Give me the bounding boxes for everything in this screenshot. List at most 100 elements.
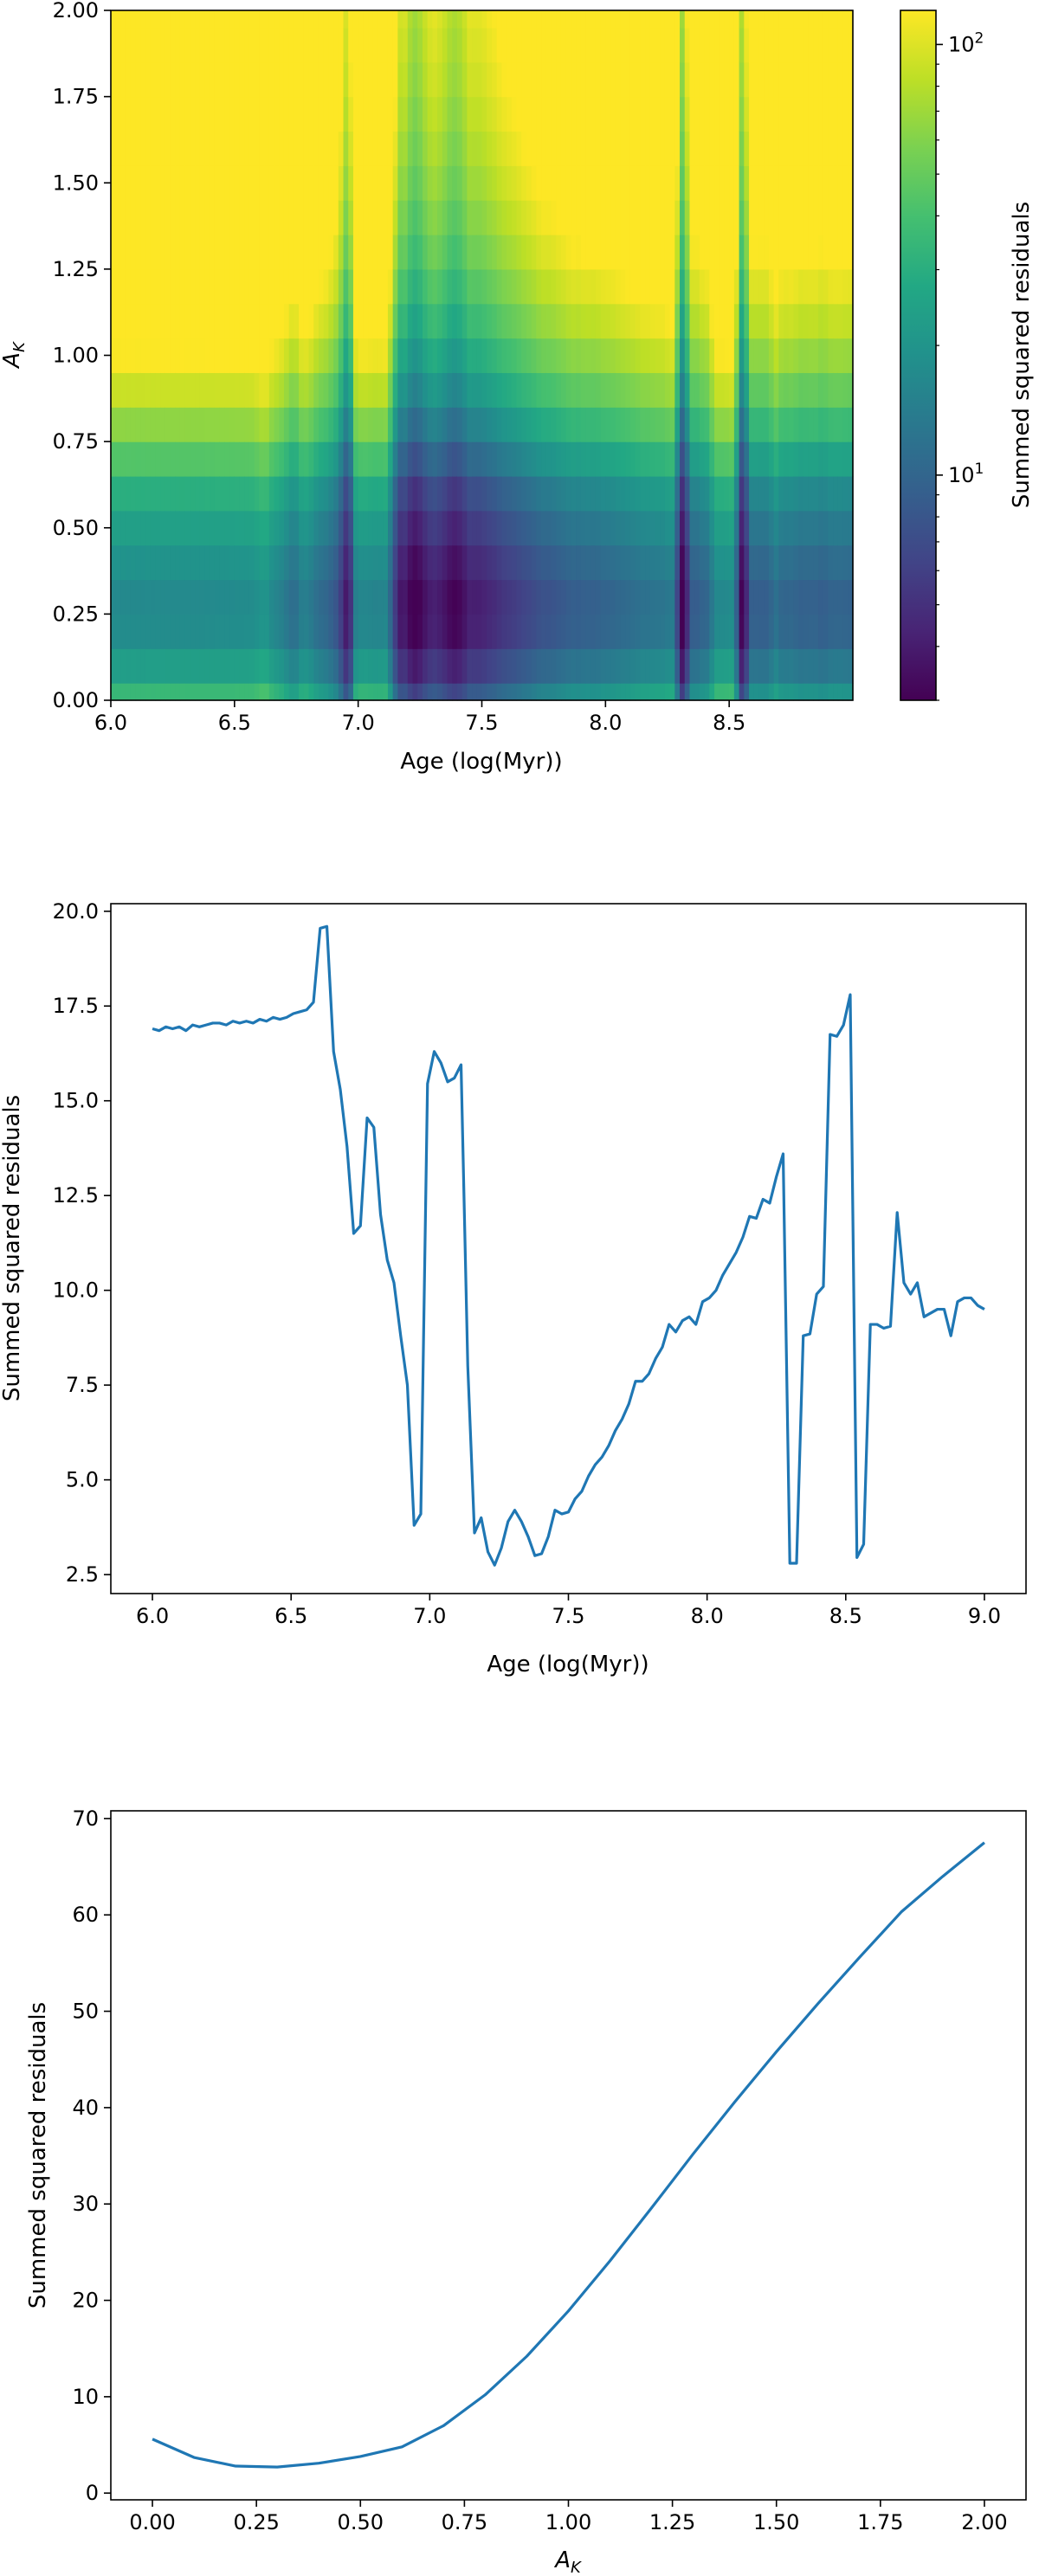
heatmap-cell	[733, 338, 740, 374]
heatmap-cell	[655, 579, 661, 615]
heatmap-cell	[784, 407, 790, 442]
heatmap-cell	[560, 614, 567, 649]
heatmap-cell	[704, 338, 710, 374]
heatmap-cell	[195, 372, 201, 408]
heatmap-cell	[328, 165, 334, 201]
heatmap-cell	[239, 303, 245, 339]
heatmap-cell	[348, 10, 354, 29]
heatmap-cell	[694, 27, 700, 63]
heatmap-cell	[352, 510, 359, 546]
heatmap-cell	[610, 614, 616, 649]
heatmap-cell	[115, 579, 122, 615]
heatmap-cell	[784, 683, 790, 701]
heatmap-cell	[472, 200, 478, 235]
heatmap-cell	[397, 96, 403, 132]
heatmap-cell	[268, 131, 275, 166]
heatmap-cell	[699, 131, 706, 166]
heatmap-cell	[629, 27, 636, 63]
heatmap-cell	[739, 441, 745, 477]
heatmap-cell	[387, 475, 394, 512]
heatmap-cell	[397, 303, 403, 339]
heatmap-cell	[308, 10, 314, 29]
heatmap-cell	[422, 303, 429, 339]
heatmap-cell	[600, 579, 606, 615]
heatmap-cell	[808, 683, 814, 701]
heatmap-cell	[744, 303, 750, 339]
heatmap-cell	[313, 10, 319, 29]
heatmap-cell	[487, 338, 493, 374]
heatmap-cell	[848, 338, 854, 374]
heatmap-cell	[145, 648, 152, 684]
heatmap-cell	[629, 268, 636, 305]
x-tick-label: 0.75	[442, 2510, 487, 2534]
heatmap-cell	[264, 475, 270, 512]
heatmap-cell	[837, 165, 844, 201]
heatmap-cell	[842, 407, 849, 442]
heatmap-cell	[348, 235, 354, 270]
heatmap-cell	[487, 96, 493, 132]
heatmap-cell	[590, 579, 597, 615]
heatmap-cell	[526, 27, 532, 63]
heatmap-cell	[467, 441, 473, 477]
heatmap-cell	[625, 10, 631, 29]
heatmap-cell	[179, 407, 186, 442]
heatmap-cell	[184, 648, 191, 684]
heatmap-cell	[229, 61, 236, 98]
heatmap-cell	[333, 131, 339, 166]
heatmap-cell	[808, 165, 814, 201]
heatmap-cell	[680, 27, 686, 63]
heatmap-cell	[709, 268, 715, 305]
heatmap-cell	[526, 303, 532, 339]
heatmap-cell	[417, 338, 423, 374]
heatmap-cell	[219, 268, 225, 305]
heatmap-cell	[274, 407, 280, 442]
heatmap-cell	[204, 475, 210, 512]
heatmap-cell	[358, 441, 364, 477]
heatmap-cell	[536, 683, 542, 701]
heatmap-cell	[279, 268, 285, 305]
heatmap-cell	[724, 10, 730, 29]
heatmap-cell	[744, 131, 750, 166]
heatmap-cell	[828, 510, 834, 546]
heatmap-cell	[195, 510, 201, 546]
heatmap-cell	[476, 338, 483, 374]
heatmap-cell	[645, 10, 651, 29]
heatmap-cell	[234, 10, 241, 29]
heatmap-cell	[120, 475, 126, 512]
heatmap-cell	[264, 268, 270, 305]
heatmap-cell	[372, 683, 379, 701]
heatmap-cell	[689, 441, 695, 477]
heatmap-cell	[268, 27, 275, 63]
heatmap-cell	[764, 27, 770, 63]
heatmap-cell	[283, 131, 290, 166]
heatmap-cell	[565, 614, 571, 649]
heatmap-cell	[313, 268, 319, 305]
heatmap-cell	[372, 338, 379, 374]
heatmap-cell	[190, 614, 196, 649]
heatmap-cell	[545, 648, 552, 684]
heatmap-cell	[625, 510, 631, 546]
heatmap-cell	[640, 683, 646, 701]
y-tick-label: 10.0	[53, 1278, 99, 1303]
heatmap-cell	[338, 268, 345, 305]
heatmap-cell	[383, 268, 389, 305]
heatmap-cell	[145, 683, 152, 701]
heatmap-cell	[279, 165, 285, 201]
heatmap-cell	[487, 303, 493, 339]
heatmap-cell	[565, 510, 571, 546]
heatmap-cell	[368, 27, 374, 63]
heatmap-cell	[279, 338, 285, 374]
heatmap-cell	[536, 579, 542, 615]
heatmap-cell	[719, 165, 726, 201]
heatmap-cell	[190, 61, 196, 98]
heatmap-cell	[714, 303, 720, 339]
heatmap-cell	[531, 303, 537, 339]
heatmap-cell	[576, 268, 582, 305]
heatmap-cell	[328, 338, 334, 374]
heatmap-cell	[491, 96, 498, 132]
heatmap-cell	[585, 96, 591, 132]
heatmap-cell	[615, 10, 622, 29]
heatmap-cell	[669, 131, 675, 166]
heatmap-cell	[660, 683, 666, 701]
heatmap-cell	[580, 268, 587, 305]
